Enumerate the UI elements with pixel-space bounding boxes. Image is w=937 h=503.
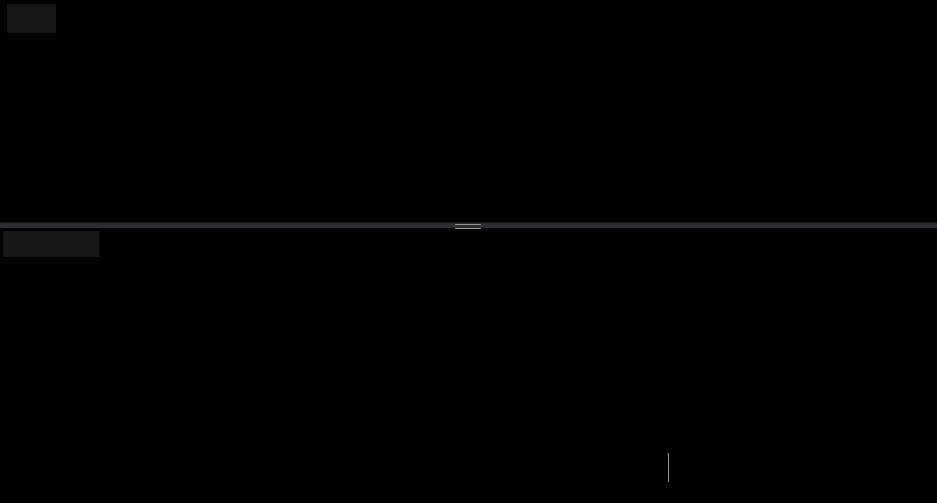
sp500-series-swatch-icon[interactable] <box>62 238 75 251</box>
yield-legend[interactable] <box>7 4 56 33</box>
normalized-legend <box>3 231 99 257</box>
time-axis <box>0 450 937 485</box>
yield-last-price-badge <box>868 47 937 64</box>
normalized-chart-plot[interactable] <box>0 228 937 450</box>
yield-series-swatch-icon <box>14 12 28 26</box>
panel-splitter-handle-icon[interactable] <box>455 224 481 229</box>
yield-chart-plot[interactable] <box>0 0 937 222</box>
year-separator-line <box>668 453 669 482</box>
russell-series-swatch-icon[interactable] <box>22 238 35 251</box>
russell-last-price-badge <box>868 283 937 300</box>
status-footer <box>0 485 937 503</box>
panel-splitter <box>0 222 937 229</box>
